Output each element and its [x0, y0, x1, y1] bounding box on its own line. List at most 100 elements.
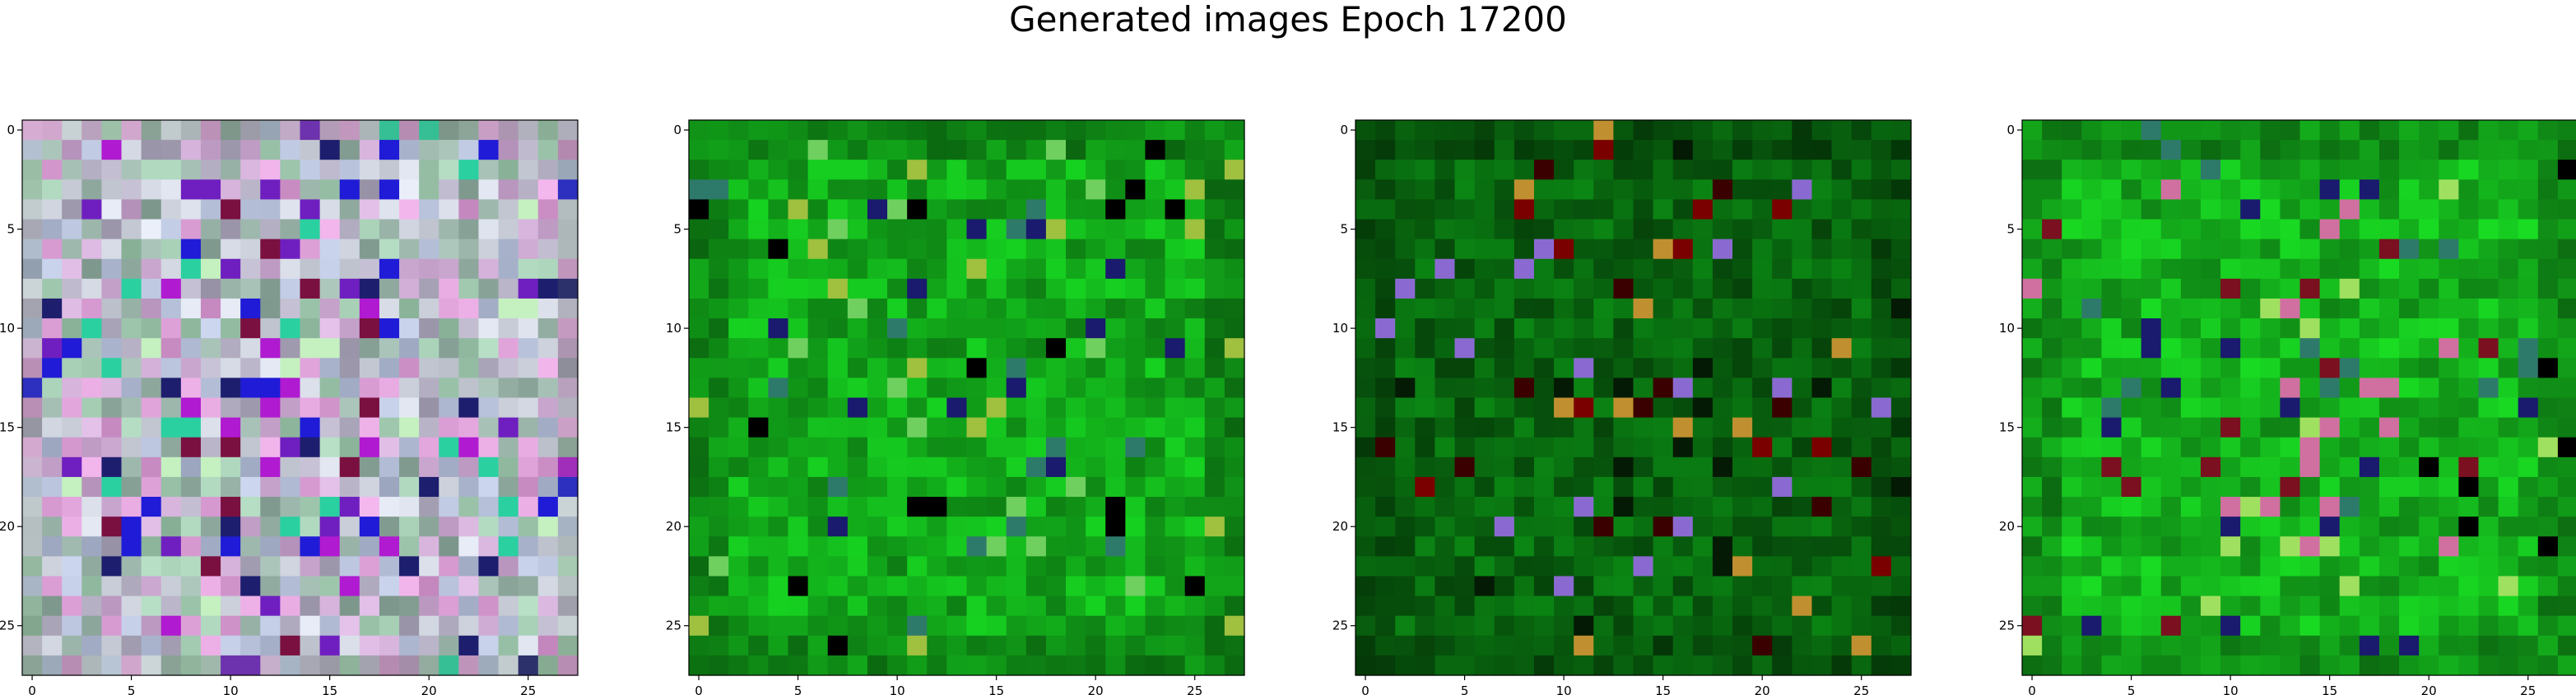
pixel	[927, 358, 947, 378]
pixel	[907, 239, 928, 260]
pixel	[2200, 476, 2221, 498]
pixel	[2101, 536, 2123, 557]
pixel	[1772, 278, 1793, 299]
pixel	[439, 655, 459, 676]
pixel	[2359, 199, 2380, 220]
pixel	[2319, 456, 2341, 478]
pixel	[2518, 437, 2539, 458]
pixel	[1613, 536, 1634, 557]
pixel	[748, 318, 770, 339]
pixel	[518, 160, 539, 180]
pixel	[966, 437, 988, 458]
pixel	[1125, 517, 1146, 537]
pixel	[478, 258, 500, 280]
pixel	[399, 160, 420, 180]
y-tick-label: 25	[0, 619, 15, 633]
pixel	[1574, 595, 1594, 617]
pixel	[1355, 160, 1376, 180]
pixel	[1692, 517, 1713, 537]
pixel	[240, 456, 261, 478]
pixel	[2160, 338, 2182, 359]
pixel	[748, 397, 770, 419]
pixel	[2439, 120, 2459, 141]
pixel	[2498, 199, 2519, 220]
pixel	[1474, 358, 1495, 378]
pixel	[2180, 517, 2202, 537]
pixel	[2180, 437, 2202, 458]
pixel	[867, 615, 888, 637]
pixel	[2220, 199, 2241, 220]
pixel	[2081, 160, 2103, 180]
pixel	[1454, 556, 1476, 577]
pixel	[557, 199, 579, 220]
pixel	[1792, 615, 1813, 637]
pixel	[1574, 298, 1594, 319]
pixel	[2062, 318, 2082, 339]
pixel	[2260, 615, 2281, 637]
pixel	[200, 179, 221, 201]
pixel	[946, 278, 968, 299]
pixel	[2399, 199, 2420, 220]
pixel	[1355, 417, 1376, 438]
pixel	[689, 615, 709, 637]
pixel	[1533, 615, 1555, 637]
pixel	[927, 655, 947, 676]
pixel	[200, 456, 221, 478]
pixel	[689, 239, 709, 260]
pixel	[240, 437, 261, 458]
pixel	[1125, 536, 1146, 557]
pixel	[827, 140, 849, 160]
pixel	[1633, 120, 1654, 141]
pixel	[768, 338, 789, 359]
pixel	[359, 437, 380, 458]
pixel	[1792, 318, 1813, 339]
pixel	[2022, 576, 2043, 597]
pixel	[2458, 517, 2480, 537]
pixel	[101, 476, 123, 498]
pixel	[788, 615, 809, 637]
pixel	[2319, 595, 2341, 617]
pixel	[180, 576, 202, 597]
pixel	[1454, 378, 1476, 399]
pixel	[788, 655, 809, 676]
pixel	[1434, 417, 1456, 438]
pixel	[478, 655, 500, 676]
pixel	[2518, 258, 2539, 280]
pixel	[2498, 615, 2519, 637]
pixel	[788, 120, 809, 141]
pixel	[1224, 378, 1245, 399]
pixel	[1792, 179, 1813, 201]
pixel	[1613, 179, 1634, 201]
pixel	[180, 338, 202, 359]
pixel	[2299, 536, 2321, 557]
pixel	[2101, 140, 2123, 160]
pixel	[1086, 456, 1106, 478]
pixel	[2478, 517, 2499, 537]
pixel	[2260, 536, 2281, 557]
pixel	[1006, 517, 1027, 537]
pixel	[1375, 179, 1396, 201]
pixel	[458, 140, 480, 160]
pixel	[1574, 199, 1594, 220]
pixel	[557, 318, 579, 339]
pixel	[1184, 378, 1206, 399]
pixel	[1355, 258, 1376, 280]
pixel	[1434, 437, 1456, 458]
pixel	[1653, 358, 1674, 378]
pixel	[1871, 140, 1892, 160]
pixel	[300, 397, 321, 419]
pixel	[986, 397, 1007, 419]
pixel	[788, 476, 809, 498]
pixel	[1184, 655, 1206, 676]
pixel	[966, 239, 988, 260]
pixel	[709, 556, 729, 577]
pixel	[1494, 655, 1515, 676]
pixel	[240, 397, 261, 419]
pixel	[2498, 338, 2519, 359]
pixel	[2180, 338, 2202, 359]
pixel	[1204, 615, 1225, 637]
pixel	[1066, 576, 1086, 597]
pixel	[1086, 199, 1106, 220]
pixel	[1184, 120, 1206, 141]
pixel	[867, 635, 888, 656]
